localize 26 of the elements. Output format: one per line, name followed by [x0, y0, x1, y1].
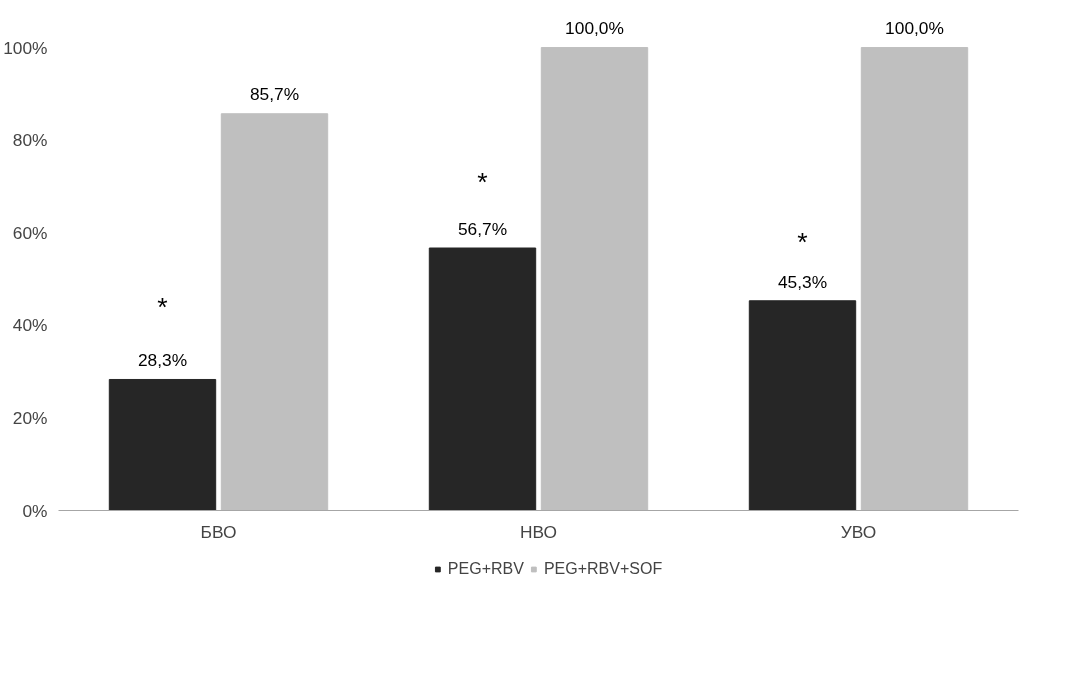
legend-label: PEG+RBV+SOF	[543, 560, 663, 578]
y-tick-label: 20%	[12, 407, 48, 428]
x-tick-label: БВО	[200, 521, 237, 542]
data-label: 45,3%	[777, 271, 828, 292]
y-tick-label: 60%	[12, 222, 48, 243]
x-tick-label: УВО	[840, 521, 877, 542]
data-label: 28,3%	[137, 350, 188, 371]
y-tick-label: 0%	[22, 500, 48, 521]
bar	[108, 378, 217, 511]
data-label: 100,0%	[565, 18, 624, 39]
legend-label: PEG+RBV	[447, 560, 524, 578]
data-label: 56,7%	[457, 218, 508, 239]
bar	[860, 47, 969, 511]
annotation: *	[797, 226, 808, 257]
x-tick-label: НВО	[520, 521, 557, 542]
annotation: *	[157, 291, 168, 322]
annotation: *	[477, 166, 488, 197]
data-label: 85,7%	[249, 84, 300, 105]
bar	[540, 47, 649, 511]
data-label: 100,0%	[885, 18, 944, 39]
y-tick-label: 40%	[12, 315, 48, 336]
bar	[220, 113, 329, 511]
y-tick-label: 80%	[12, 130, 48, 151]
y-tick-label: 100%	[3, 37, 48, 58]
bar	[748, 300, 857, 511]
bar	[428, 247, 537, 511]
